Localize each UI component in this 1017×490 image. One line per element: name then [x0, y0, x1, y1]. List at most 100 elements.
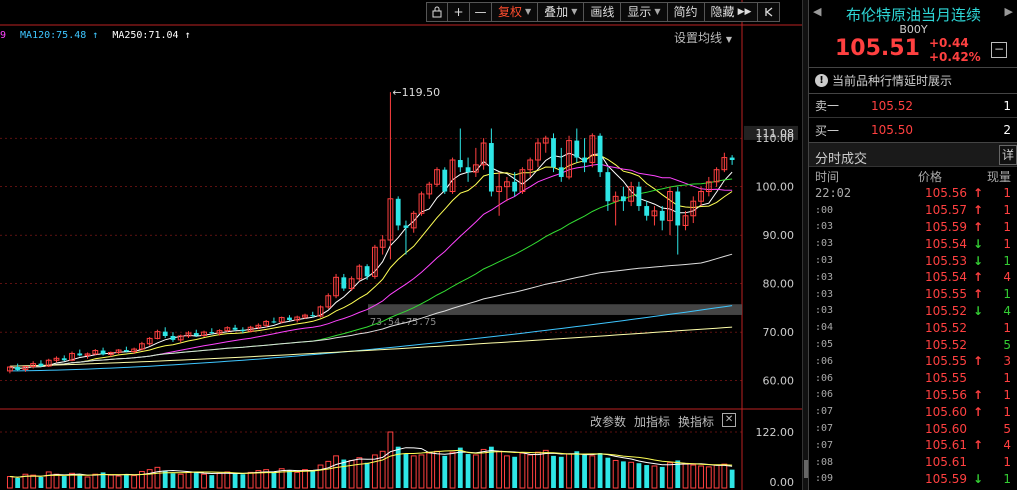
legend-ma250: MA250:71.04 ↑: [112, 30, 190, 41]
candle-body-up: [628, 186, 635, 202]
volume-bar-up: [92, 473, 99, 489]
vol-modify-param[interactable]: 改参数: [590, 415, 627, 429]
ma90-line: [9, 253, 733, 370]
col-volume: 现量: [986, 169, 1011, 184]
candle-body-down: [675, 191, 681, 226]
col-time: 时间: [815, 169, 840, 184]
zoom-out-button[interactable]: —: [470, 2, 492, 22]
delay-notice: ! 当前品种行情延时展示: [809, 68, 1017, 94]
volume-bar-down: [232, 472, 238, 488]
volume-bar-up: [542, 449, 549, 489]
display-label: 显示: [627, 5, 652, 19]
volume-bar-down: [574, 451, 580, 488]
legend-ma120: MA120:75.48 ↑: [20, 30, 98, 41]
volume-bar-down: [729, 469, 735, 488]
volume-bar-up: [53, 473, 60, 489]
trade-volume: 1: [1003, 471, 1011, 486]
volume-bar-down: [193, 471, 199, 488]
vertical-scrollbar[interactable]: [802, 0, 808, 490]
candle-body-down: [551, 138, 556, 168]
trade-price: 105.52: [925, 303, 967, 318]
scrollbar-thumb[interactable]: [804, 460, 808, 478]
collapse-button[interactable]: −: [991, 42, 1007, 58]
price-tick-label: 70.00: [763, 326, 795, 339]
price-tick-label: 60.00: [763, 375, 795, 388]
prev-symbol-icon[interactable]: ◀: [813, 5, 822, 18]
kline-chart-area[interactable]: 111.08 110.00 100.00 90.00 80.00 70.00 60.00 12…: [0, 0, 802, 490]
volume-bar-up: [667, 462, 673, 489]
next-symbol-icon[interactable]: ▶: [1004, 5, 1013, 18]
trade-time: :07: [815, 439, 834, 451]
volume-bar-up: [333, 455, 339, 489]
overlay-button[interactable]: 叠加 ▼: [538, 2, 585, 22]
legend-ma250-text: MA250:71.04: [112, 30, 179, 41]
back-button[interactable]: [758, 2, 781, 22]
down-arrow-icon: ↓: [973, 236, 984, 251]
bid-label: 买一: [815, 123, 840, 138]
volume-bar-down: [162, 470, 168, 488]
draw-line-button[interactable]: 画线: [584, 2, 622, 22]
price-tick-label: 100.00: [756, 181, 795, 194]
candle-body-up: [705, 181, 712, 193]
candle-body-up: [69, 352, 75, 361]
trade-price: 105.53: [925, 253, 967, 268]
trade-price: 105.55: [925, 287, 967, 302]
settings-ma-button[interactable]: 设置均线 ▼: [674, 29, 732, 46]
up-arrow-icon: ↑: [973, 438, 984, 453]
candle-body-up: [566, 140, 572, 178]
candle-body-down: [170, 336, 176, 340]
kline-svg[interactable]: 111.08110.00100.0090.0080.0070.0060.0012…: [0, 0, 802, 490]
vol-add-indicator[interactable]: 加指标: [634, 415, 671, 429]
volume-bar-up: [628, 461, 635, 489]
trade-row: :00 105.57 ↑ 1: [809, 202, 1017, 219]
hide-button[interactable]: 隐藏 ▶▶: [704, 2, 759, 22]
volume-bar-up: [566, 453, 572, 489]
trade-time: :06: [815, 389, 834, 401]
trade-price: 105.55: [925, 354, 967, 369]
close-icon[interactable]: ✕: [722, 413, 737, 427]
candle-body-down: [240, 329, 246, 332]
trade-row: :04 105.52 1: [809, 319, 1017, 336]
candle-body-up: [527, 159, 534, 171]
trade-time: :07: [815, 423, 834, 435]
volume-bar-down: [488, 446, 494, 488]
trade-price: 105.59: [925, 219, 967, 234]
volume-bar-down: [77, 475, 83, 488]
volume-bar-up: [84, 476, 91, 489]
candle-body-up: [426, 183, 433, 195]
change-value: +0.44: [929, 36, 969, 50]
zoom-in-button[interactable]: +: [448, 2, 470, 22]
legend-ma120-text: MA120:75.48: [20, 30, 87, 41]
trade-time: :06: [815, 355, 834, 367]
candle-body-up: [294, 316, 301, 321]
volume-bar-down: [457, 447, 463, 488]
trade-price: 105.52: [925, 320, 967, 335]
trades-list: 22:02 105.56 ↑ 1:00 105.57 ↑ 1:03 105.59 ↑ 1:03 10…: [809, 185, 1017, 487]
volume-bar-up: [387, 431, 394, 489]
candle-body-down: [38, 363, 44, 367]
simple-button[interactable]: 简约: [667, 2, 705, 22]
trades-detail-button[interactable]: 详: [999, 145, 1017, 165]
fq-button[interactable]: 复权 ▼: [492, 2, 539, 22]
last-price: 105.51: [835, 36, 920, 61]
trade-row: :06 105.56 ↑ 1: [809, 387, 1017, 404]
volume-bar-up: [317, 464, 324, 489]
candle-body-up: [255, 324, 262, 328]
candle-body-down: [61, 358, 67, 361]
ma10-line: [9, 154, 733, 370]
candle-body-up: [472, 164, 479, 173]
display-button[interactable]: 显示 ▼: [621, 2, 668, 22]
change-percent: +0.42%: [929, 50, 981, 64]
price-tick-label: 80.00: [763, 278, 795, 291]
trade-row: :06 105.55 ↑ 3: [809, 353, 1017, 370]
support-band: [368, 304, 742, 315]
volume-bar-up: [535, 451, 541, 489]
candle-body-up: [185, 332, 192, 337]
lock-button[interactable]: [426, 2, 448, 22]
vol-switch-indicator[interactable]: 换指标: [678, 415, 715, 429]
candle-body-up: [278, 317, 285, 323]
trade-time: 22:02: [815, 186, 852, 201]
volume-bar-down: [675, 460, 681, 488]
volume-bar-up: [69, 472, 75, 489]
